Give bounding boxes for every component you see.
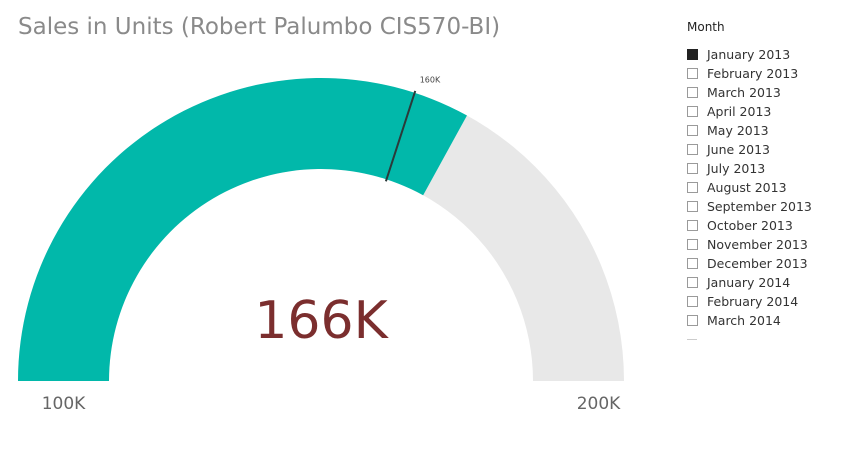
checkbox-icon[interactable] [687,220,698,231]
slicer-item-label: February 2013 [707,66,799,81]
checkbox-icon[interactable] [687,163,698,174]
slicer-item-label: December 2013 [707,256,808,271]
slicer-item-label: February 2014 [707,294,799,309]
checkbox-icon[interactable] [687,258,698,269]
checkbox-icon[interactable] [687,201,698,212]
slicer-item[interactable]: March 2013 [687,83,847,102]
slicer-item[interactable]: January 2014 [687,273,847,292]
checkbox-icon[interactable] [687,68,698,79]
checkbox-icon[interactable] [687,144,698,155]
slicer-item-label: May 2013 [707,123,769,138]
slicer-item-label: April 2013 [707,104,772,119]
checkbox-icon[interactable] [687,87,698,98]
slicer-item-label: January 2014 [707,275,791,290]
slicer-item[interactable]: October 2013 [687,216,847,235]
checkbox-icon[interactable] [687,49,698,60]
slicer-item[interactable]: February 2013 [687,64,847,83]
gauge-max-label: 200K [577,394,621,414]
slicer-item[interactable]: November 2013 [687,235,847,254]
month-slicer: Month January 2013 February 2013 March 201… [687,20,847,340]
slicer-item-label: August 2013 [707,180,787,195]
slicer-item[interactable]: December 2013 [687,254,847,273]
checkbox-icon[interactable] [687,315,698,326]
checkbox-icon[interactable] [687,125,698,136]
checkbox-icon[interactable] [687,239,698,250]
gauge-chart: 160K 166K 100K 200K [18,75,624,414]
slicer-item-label: November 2013 [707,237,808,252]
slicer-item-label: June 2013 [707,142,771,157]
slicer-item[interactable]: February 2014 [687,292,847,311]
gauge-target-line [384,90,417,182]
slicer-header: Month [687,20,725,34]
gauge-fill [18,78,467,382]
slicer-item[interactable]: April 2013 [687,102,847,121]
slicer-item[interactable]: August 2013 [687,178,847,197]
slicer-scroll-indicator[interactable] [687,339,697,340]
checkbox-icon[interactable] [687,277,698,288]
slicer-item-label: January 2013 [707,47,791,62]
gauge-target-label: 160K [420,75,441,84]
checkbox-icon[interactable] [687,106,698,117]
slicer-item[interactable]: January 2013 [687,45,847,64]
slicer-item[interactable]: June 2013 [687,140,847,159]
checkbox-icon[interactable] [687,296,698,307]
gauge-value-label: 166K [254,291,389,351]
slicer-item[interactable]: September 2013 [687,197,847,216]
slicer-item-label: October 2013 [707,218,793,233]
chart-title: Sales in Units (Robert Palumbo CIS570-BI… [18,14,501,40]
gauge-min-label: 100K [42,394,86,414]
slicer-item[interactable]: March 2014 [687,311,847,330]
checkbox-icon[interactable] [687,182,698,193]
slicer-item-label: July 2013 [707,161,766,176]
slicer-item[interactable]: July 2013 [687,159,847,178]
slicer-item[interactable]: May 2013 [687,121,847,140]
slicer-list[interactable]: January 2013 February 2013 March 2013 April… [687,45,847,335]
slicer-item-label: March 2013 [707,85,781,100]
slicer-item-label: September 2013 [707,199,812,214]
slicer-item-label: March 2014 [707,313,781,328]
